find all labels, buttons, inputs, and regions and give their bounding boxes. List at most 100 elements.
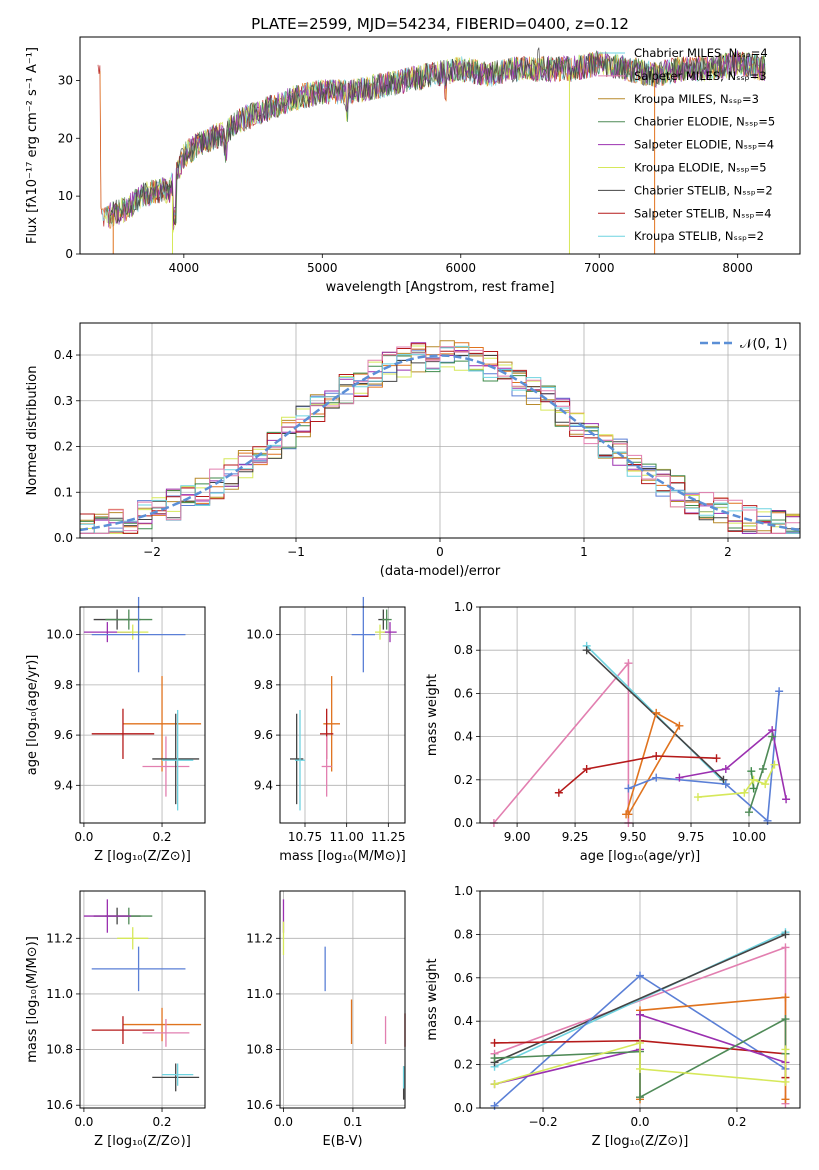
x-tick-label: 9.50 (620, 830, 647, 844)
marker (761, 780, 770, 789)
y-tick-label: 10 (58, 189, 73, 203)
y-tick-label: 11.2 (46, 931, 73, 945)
y-tick-label: 1.0 (454, 884, 473, 898)
panel-2: −2 −1 0 1 2 0.0 0.1 0.2 0.3 0.4 (data-model)/error… (25, 322, 801, 579)
marker (781, 1095, 790, 1104)
x-tick-label: −1 (287, 545, 305, 559)
marker (554, 788, 563, 797)
panel-3: 0.0 0.2 9.4 9.6 9.8 10.0 Z [log₁₀(Z/Z⊙)] age [l… (25, 596, 206, 864)
marker (768, 732, 777, 741)
legend-entry: 𝒩(0, 1) (740, 337, 787, 352)
y-tick-label: 0 (65, 247, 73, 261)
y-tick-label: 0.2 (454, 773, 473, 787)
x-axis-label: wavelength [Angstrom, rest frame] (326, 280, 555, 295)
marker (781, 930, 790, 939)
y-tick-label: 20 (58, 131, 73, 145)
marker (712, 754, 721, 763)
panel-8: −0.2 0.0 0.2 0.0 0.2 0.4 0.6 0.8 1.0 Z [log₁₀(Z/Z… (425, 884, 801, 1149)
marker (652, 708, 661, 717)
marker (781, 1045, 790, 1054)
y-tick-label: 10.8 (246, 1043, 273, 1057)
x-tick-label: 0.0 (74, 830, 93, 844)
y-tick-label: 1.0 (454, 600, 473, 614)
mass-weight-series-7 (679, 728, 787, 800)
x-axis-label: E(B-V) (322, 1134, 362, 1149)
y-tick-label: 9.8 (54, 678, 73, 692)
marker (490, 1080, 499, 1089)
marker (775, 687, 784, 696)
axes-frame (479, 606, 801, 824)
x-tick-label: 9.25 (562, 830, 589, 844)
x-tick-label: 9.00 (504, 830, 531, 844)
y-tick-label: 10.0 (46, 628, 73, 642)
legend-entry: Salpeter ELODIE, Nₛₛₚ=4 (634, 138, 774, 152)
marker (490, 1054, 499, 1063)
marker (636, 1064, 644, 1073)
marker (636, 1010, 644, 1019)
y-tick-label: 0.3 (54, 394, 73, 408)
axes-frame (79, 322, 801, 539)
marker (675, 721, 684, 730)
spectrum-series-7 (110, 47, 766, 226)
y-tick-label: 0.0 (454, 1101, 473, 1115)
y-tick-label: 0.4 (454, 730, 473, 744)
x-tick-label: 0.1 (343, 1115, 362, 1129)
legend-entry: Chabrier MILES, Nₛₛₚ=4 (634, 46, 768, 60)
y-tick-label: 9.4 (54, 778, 73, 792)
marker (770, 760, 779, 769)
x-tick-label: 9.75 (678, 830, 705, 844)
y-axis-label: mass [log₁₀(M/M⊙)] (25, 936, 40, 1063)
x-tick-label: 0.0 (274, 1115, 293, 1129)
x-tick-label: 0.0 (74, 1115, 93, 1129)
x-tick-label: −2 (143, 545, 161, 559)
x-axis-label: (data-model)/error (380, 564, 501, 579)
y-tick-label: 9.4 (254, 778, 273, 792)
y-tick-label: 9.6 (254, 728, 273, 742)
panel-7: 0.0 0.1 10.6 10.8 11.0 11.2 E(B-V) (246, 890, 406, 1149)
mass-weight-series-2 (494, 931, 786, 1068)
x-tick-label: 10.00 (732, 830, 766, 844)
axes-frame (79, 36, 801, 255)
x-axis-label: mass [log₁₀(M/M⊙)] (279, 849, 406, 864)
legend-entry: Kroupa MILES, Nₛₛₚ=3 (634, 92, 759, 106)
y-tick-label: 10.6 (46, 1098, 73, 1112)
y-axis-label: mass weight (425, 674, 440, 756)
normal-curve (79, 354, 801, 532)
y-tick-label: 9.8 (254, 678, 273, 692)
marker (781, 1015, 790, 1024)
marker (781, 1077, 790, 1086)
x-axis-label: Z [log₁₀(Z/Z⊙)] (592, 1134, 689, 1149)
x-axis-label: Z [log₁₀(Z/Z⊙)] (94, 1134, 191, 1149)
x-tick-label: 6000 (445, 261, 476, 275)
x-tick-label: 4000 (169, 261, 200, 275)
marker (693, 793, 702, 802)
marker (782, 795, 791, 804)
marker (624, 784, 633, 793)
marker (781, 943, 790, 952)
y-tick-label: 0.4 (54, 348, 73, 362)
spectrum-series-6 (108, 50, 765, 230)
y-tick-label: 0.2 (54, 440, 73, 454)
x-axis-label: age [log₁₀(age/yr)] (580, 849, 701, 864)
y-tick-label: 0.1 (54, 485, 73, 499)
marker (721, 780, 730, 789)
x-tick-label: 10.75 (288, 830, 322, 844)
axes-frame (79, 606, 206, 824)
marker (719, 775, 728, 784)
x-tick-label: 7000 (584, 261, 615, 275)
legend-entry: Chabrier ELODIE, Nₛₛₚ=5 (634, 115, 775, 129)
mass-weight-series-3 (494, 933, 786, 1064)
x-tick-label: −0.2 (528, 1115, 557, 1129)
axes-frame (279, 890, 406, 1109)
panel-6: 0.0 0.2 10.6 10.8 11.0 11.2 Z [log₁₀(Z/Z⊙)] mas… (25, 890, 206, 1149)
marker (749, 784, 758, 793)
marker (675, 773, 684, 782)
panel-1: 4000 5000 6000 7000 8000 0 10 20 30 wavelength [A… (25, 36, 801, 295)
marker (758, 765, 767, 773)
x-tick-label: 2 (724, 545, 732, 559)
marker (740, 788, 749, 797)
legend-entry: Salpeter MILES, Nₛₛₚ=3 (634, 69, 767, 83)
legend-entry: Kroupa ELODIE, Nₛₛₚ=5 (634, 161, 767, 175)
